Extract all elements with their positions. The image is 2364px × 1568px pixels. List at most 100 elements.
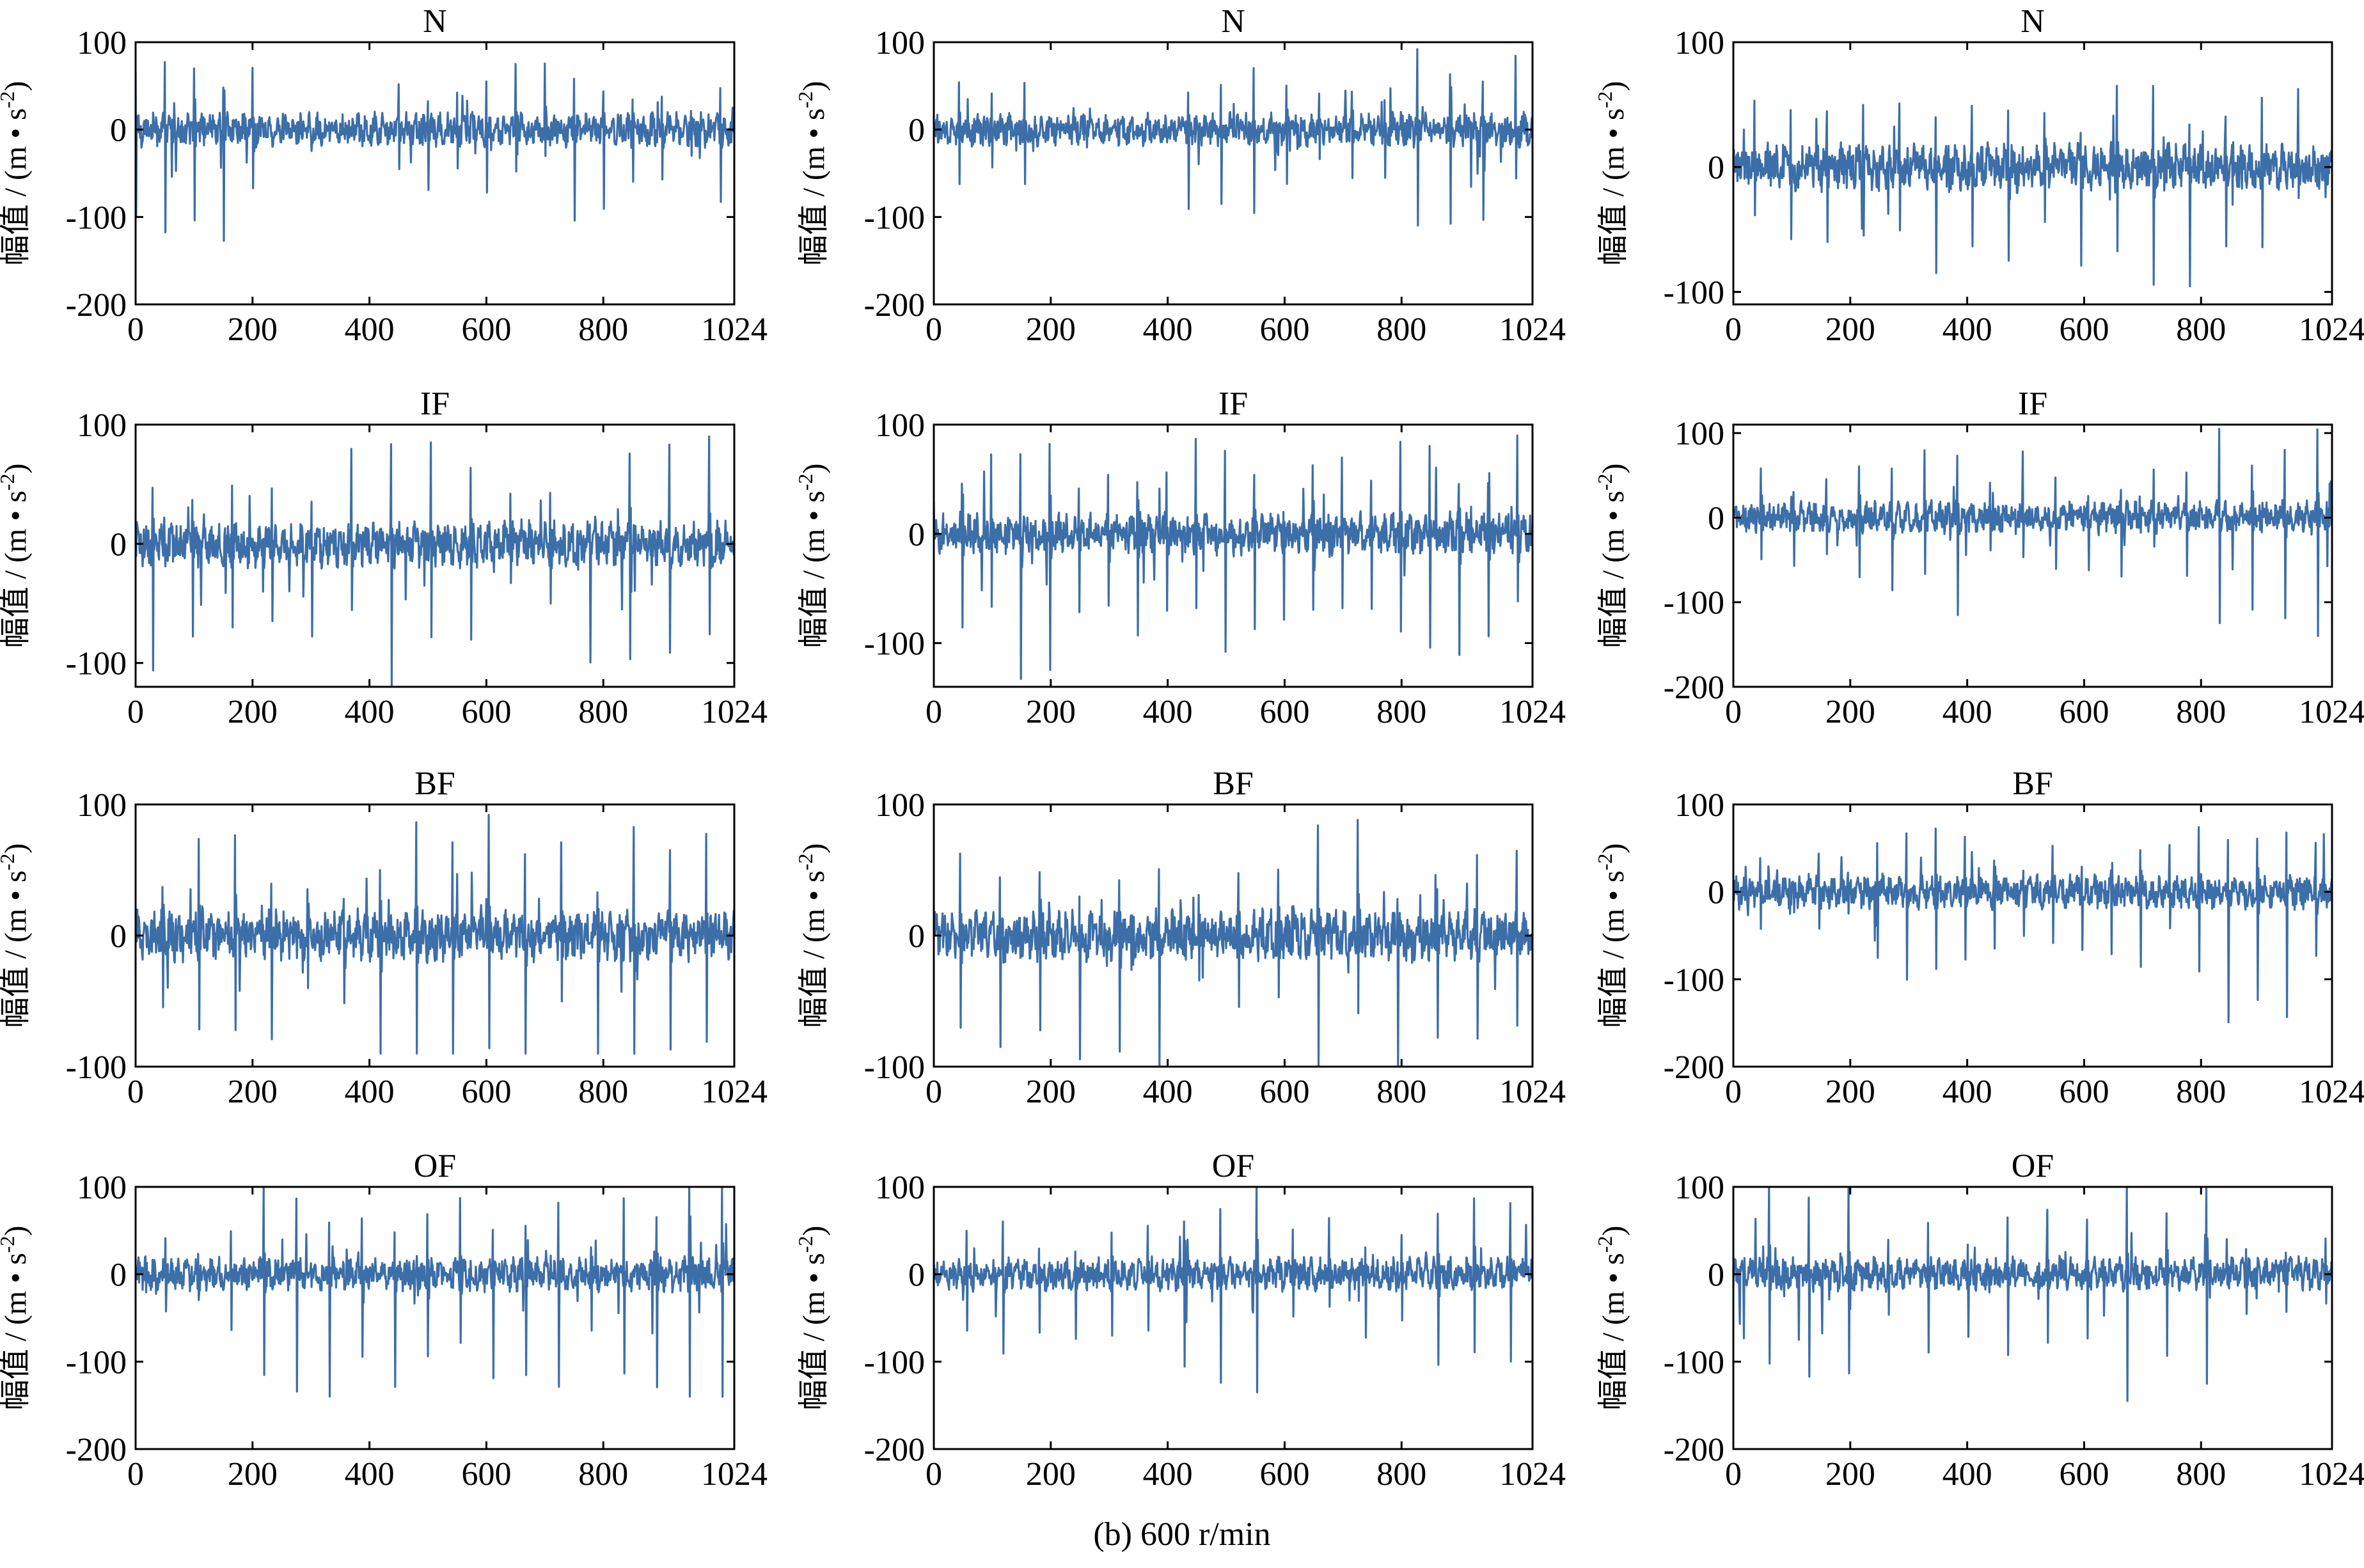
x-tick-label: 200 (1026, 694, 1076, 730)
subplot-title: IF (420, 386, 450, 422)
x-tick-label: 0 (127, 694, 144, 730)
y-axis-label-close: ) (797, 464, 831, 474)
x-tick-label: 400 (345, 311, 395, 348)
y-tick-label: 100 (1674, 787, 1724, 824)
subplot-9: BF 0 200 400 600 800 1024 -200 -100 0 100 幅值 / (m •… (1593, 765, 2364, 1110)
x-tick-label: 600 (1259, 311, 1309, 348)
signal-line (934, 48, 1533, 227)
signal-line (136, 1187, 734, 1398)
y-tick-label: 0 (110, 113, 127, 149)
signal-line (934, 819, 1533, 1067)
y-tick-label: 0 (908, 517, 925, 553)
y-tick-label: 0 (1708, 1257, 1724, 1294)
x-tick-label: 400 (345, 1456, 395, 1493)
x-tick-label: 1024 (2299, 1456, 2364, 1493)
y-tick-label: -100 (1664, 585, 1724, 622)
y-axis-label: 幅值 / (m • s-2) (0, 1226, 33, 1411)
subplot-11: OF 0 200 400 600 800 1024 -200 -100 0 100 幅值 / (m •… (794, 1148, 1566, 1493)
y-tick-label: 0 (908, 1257, 925, 1294)
x-tick-label: 0 (1725, 1456, 1742, 1493)
x-tick-label: 1024 (701, 1456, 768, 1493)
y-axis-label: 幅值 / (m • s-2) (794, 464, 831, 648)
x-tick-label: 0 (127, 311, 144, 348)
plot-frame (134, 1186, 736, 1450)
y-tick-label: 0 (110, 526, 127, 563)
y-axis-label-close: ) (797, 843, 831, 854)
subplot-title: N (1221, 3, 1245, 40)
y-axis-label-main: 幅值 / (m • s (0, 1253, 33, 1410)
y-tick-label: -200 (1664, 1049, 1724, 1086)
x-tick-label: 400 (345, 694, 395, 730)
y-axis-label-main: 幅值 / (m • s (797, 870, 831, 1028)
y-axis-label-main: 幅值 / (m • s (1596, 108, 1630, 265)
y-tick-label: -200 (864, 1432, 925, 1468)
x-tick-label: 800 (1376, 311, 1426, 348)
y-axis-label: 幅值 / (m • s-2) (1593, 1226, 1630, 1411)
x-tick-label: 800 (1376, 1074, 1426, 1110)
x-tick-label: 600 (2059, 311, 2109, 348)
x-tick-label: 0 (926, 694, 942, 730)
subplot-2: N 0 200 400 600 800 1024 -200 -100 0 100 幅值 / (m • … (794, 3, 1566, 348)
y-tick-label: -200 (66, 287, 127, 324)
y-axis-label-main: 幅值 / (m • s (797, 1253, 831, 1410)
x-tick-label: 800 (1376, 694, 1426, 730)
plot-frame (933, 423, 1534, 688)
x-tick-label: 600 (461, 311, 511, 348)
y-axis-label-close: ) (1596, 843, 1630, 854)
x-tick-label: 1024 (1499, 311, 1566, 348)
y-axis-label-close: ) (797, 81, 831, 91)
plot-frame (134, 423, 736, 688)
subplot-title: OF (1212, 1148, 1254, 1184)
y-axis-label-close: ) (797, 1226, 831, 1236)
x-tick-label: 200 (1825, 311, 1875, 348)
y-axis-label: 幅值 / (m • s-2) (794, 843, 831, 1028)
y-axis-label-main: 幅值 / (m • s (1596, 870, 1630, 1028)
x-tick-label: 800 (2176, 694, 2226, 730)
y-axis-label-main: 幅值 / (m • s (797, 490, 831, 648)
x-tick-label: 1024 (2299, 1074, 2364, 1110)
y-axis-label-main: 幅值 / (m • s (0, 108, 33, 265)
y-tick-label: -100 (864, 200, 925, 236)
plot-frame (1732, 423, 2333, 688)
y-tick-label: 100 (77, 25, 127, 61)
subplot-title: IF (1218, 386, 1248, 422)
y-axis-label-exponent: -2 (1593, 1236, 1616, 1253)
x-tick-label: 600 (2059, 1074, 2109, 1110)
signal-line (1733, 1187, 2332, 1402)
subplot-1: N 0 200 400 600 800 1024 -200 -100 0 100 幅值 / (m • … (0, 3, 768, 348)
y-tick-label: 0 (110, 1257, 127, 1294)
x-tick-label: 400 (1942, 694, 1992, 730)
x-tick-label: 400 (1143, 311, 1193, 348)
x-tick-label: 600 (2059, 1456, 2109, 1493)
plot-frame (933, 1186, 1534, 1450)
x-tick-label: 800 (578, 1456, 628, 1493)
y-tick-label: -100 (864, 1344, 925, 1381)
signal-line (1733, 84, 2332, 288)
x-tick-label: 200 (1825, 1074, 1875, 1110)
x-tick-label: 800 (578, 1074, 628, 1110)
x-tick-label: 800 (2176, 1074, 2226, 1110)
y-tick-label: 100 (1674, 416, 1724, 452)
y-tick-label: 0 (1708, 875, 1724, 911)
x-tick-label: 1024 (701, 694, 768, 730)
y-axis-label-close: ) (0, 1226, 33, 1236)
x-tick-label: 0 (127, 1074, 144, 1110)
x-tick-label: 800 (578, 694, 628, 730)
y-tick-label: -100 (66, 200, 127, 236)
x-tick-label: 200 (1825, 1456, 1875, 1493)
y-axis-label-close: ) (0, 81, 33, 91)
signal-line (136, 813, 734, 1055)
x-tick-label: 1024 (1499, 1074, 1566, 1110)
subplot-6: IF 0 200 400 600 800 1024 -200 -100 0 100 幅值 / (m •… (1593, 386, 2364, 730)
subplot-title: N (2021, 3, 2045, 40)
y-tick-label: -100 (1664, 274, 1724, 311)
y-tick-label: 100 (77, 787, 127, 824)
x-tick-label: 1024 (2299, 311, 2364, 348)
subplot-title: BF (1213, 765, 1254, 802)
x-tick-label: 600 (1259, 694, 1309, 730)
x-tick-label: 1024 (701, 1074, 768, 1110)
y-axis-label: 幅值 / (m • s-2) (0, 81, 33, 266)
y-axis-label: 幅值 / (m • s-2) (1593, 843, 1630, 1028)
